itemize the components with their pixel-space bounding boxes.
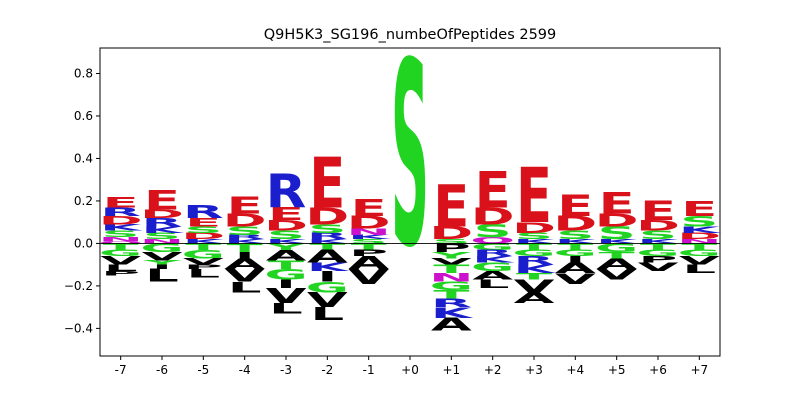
x-tick-label: +1 <box>442 363 460 377</box>
logo-column-p4-pos-e: E <box>557 189 593 223</box>
logo-column-m3-pos-r-letter: R <box>266 164 307 218</box>
logo-column-p3-neg-a-letter: A <box>514 290 555 307</box>
logo-column-p6-pos-e: E <box>640 196 676 227</box>
logo-column-m2-neg-l: L <box>311 304 345 324</box>
x-tick-label: +7 <box>690 363 708 377</box>
logo-column-p6-neg-v: V <box>638 261 679 274</box>
logo-column-m7-pos-e-letter: E <box>103 194 139 211</box>
logo-column-m5-neg-l: L <box>187 267 221 280</box>
logo-column-m4-neg-l-letter: L <box>228 279 262 296</box>
x-tick-label: -7 <box>115 363 127 377</box>
y-tick-label: 0.8 <box>74 66 93 80</box>
y-tick-label: 0.6 <box>74 109 93 123</box>
logo-column-m2-pos-e: E <box>309 142 345 224</box>
logo-column-m1-neg-v: V <box>348 265 389 288</box>
x-tick-label: +4 <box>566 363 584 377</box>
logo-column-p1-pos-e: E <box>433 173 469 241</box>
logo-column-p1-neg-a-letter: A <box>431 315 473 335</box>
logo-column-p6-neg-v-letter: V <box>638 261 679 274</box>
y-tick-label: −0.2 <box>64 279 93 293</box>
logo-column-p3-pos-e: E <box>516 153 552 241</box>
logo-column-m1-neg-v-letter: V <box>348 265 389 288</box>
x-tick-label: +3 <box>525 363 543 377</box>
logo-column-m6-neg-l: L <box>145 266 179 286</box>
logo-column-m3-pos-r: R <box>266 164 307 218</box>
logo-column-m5-pos-r-letter: R <box>183 202 224 222</box>
x-tick-label: -6 <box>156 363 168 377</box>
logo-column-p6-pos-e-letter: E <box>640 196 676 227</box>
y-tick-label: −0.4 <box>64 321 93 335</box>
logo-column-m7-pos-e: E <box>103 194 139 211</box>
logo-column-p1-neg-a: A <box>431 315 473 335</box>
logo-column-m3-neg-l-letter: L <box>269 300 303 317</box>
logo-column-p5-pos-e: E <box>599 187 635 221</box>
logo-column-p4-neg-v-letter: V <box>555 271 596 288</box>
logo-column-m6-pos-e: E <box>144 185 180 216</box>
logo-column-p5-neg-v-letter: V <box>596 266 637 283</box>
x-tick-label: -3 <box>280 363 292 377</box>
logo-column-m1-pos-e: E <box>351 194 387 221</box>
logo-column-p7-neg-l: L <box>683 263 717 276</box>
logo-column-m3-neg-l: L <box>269 300 303 317</box>
logo-column-p0-pos-s: S <box>391 9 429 304</box>
logo-column-p1-pos-e-letter: E <box>433 173 469 241</box>
x-tick-label: +5 <box>608 363 626 377</box>
logo-column-m5-neg-l-letter: L <box>187 267 221 280</box>
y-tick-label: 0.0 <box>74 236 93 250</box>
logo-column-m2-neg-l-letter: L <box>311 304 345 324</box>
x-tick-label: -2 <box>321 363 333 377</box>
logo-column-p2-pos-e-letter: E <box>475 162 511 220</box>
y-tick-label: 0.4 <box>74 151 93 165</box>
logo-column-m4-pos-e-letter: E <box>227 192 263 219</box>
logo-column-p5-pos-e-letter: E <box>599 187 635 221</box>
logo-column-p3-pos-e-letter: E <box>516 153 552 241</box>
x-tick-label: -1 <box>363 363 375 377</box>
x-tick-label: +2 <box>484 363 502 377</box>
logo-column-p5-neg-v: V <box>596 266 637 283</box>
x-tick-label: -5 <box>197 363 209 377</box>
logo-column-m5-pos-r: R <box>183 202 224 222</box>
logo-column-p4-pos-e-letter: E <box>557 189 593 223</box>
logo-column-m2-pos-e-letter: E <box>309 142 345 224</box>
logo-column-m4-neg-l: L <box>228 279 262 296</box>
logo-column-m4-pos-e: E <box>227 192 263 219</box>
x-tick-label: +6 <box>649 363 667 377</box>
logo-column-p2-neg-l: L <box>476 278 510 291</box>
logo-column-p7-pos-e: E <box>681 197 717 220</box>
logo-column-m1-pos-e-letter: E <box>351 194 387 221</box>
logo-column-m6-pos-e-letter: E <box>144 185 180 216</box>
y-tick-label: 0.2 <box>74 194 93 208</box>
x-tick-label: -4 <box>239 363 251 377</box>
logo-column-m7-neg-p-letter: P <box>101 270 140 277</box>
logo-column-p7-neg-l-letter: L <box>683 263 717 276</box>
logo-column-m7-neg-p: P <box>101 270 140 277</box>
logo-column-p7-pos-e-letter: E <box>681 197 717 220</box>
logo-column-p0-pos-s-letter: S <box>391 9 429 304</box>
x-tick-label: +0 <box>401 363 419 377</box>
logo-column-p3-neg-a: A <box>514 290 555 307</box>
logo-column-p2-pos-e: E <box>475 162 511 220</box>
logo-column-p2-neg-l-letter: L <box>476 278 510 291</box>
logo-column-m6-neg-l-letter: L <box>145 266 179 286</box>
logo-column-p4-neg-v: V <box>555 271 596 288</box>
